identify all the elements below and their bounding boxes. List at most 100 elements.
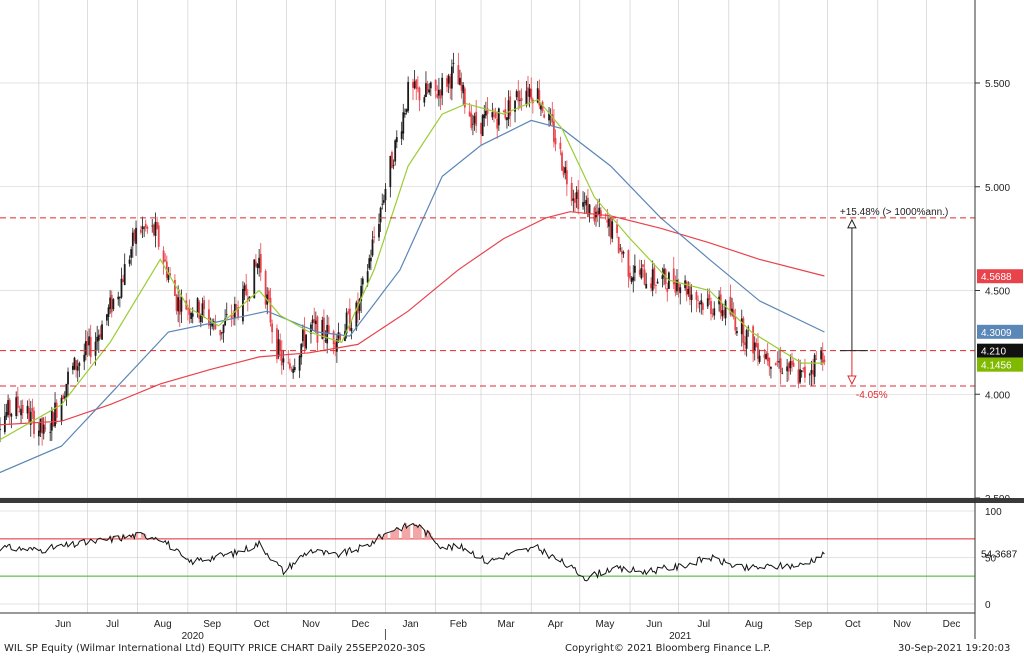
candle-body: [253, 259, 256, 299]
candle-body: [606, 219, 609, 223]
y-tick-label: 4.500: [985, 287, 1010, 298]
candle-body: [729, 296, 732, 315]
candle-body: [369, 257, 372, 262]
candle-body: [509, 96, 512, 116]
candle-body: [630, 277, 633, 282]
candle-body: [441, 77, 444, 96]
candle-body: [96, 336, 99, 342]
candle-body: [473, 115, 476, 124]
candle-body: [162, 250, 165, 263]
candle-body: [742, 318, 745, 344]
candle-body: [224, 318, 227, 326]
candle-body: [382, 200, 385, 203]
candle-body: [337, 332, 340, 339]
candle-body: [391, 152, 393, 169]
candle-body: [357, 302, 359, 314]
value-label-box: [977, 269, 1023, 284]
candle-body: [209, 323, 212, 325]
candle-body: [347, 311, 350, 313]
candle-body: [815, 358, 818, 360]
candle-body: [776, 361, 779, 363]
candle-body: [450, 66, 453, 89]
candle-body: [269, 297, 272, 323]
candle-body: [685, 281, 688, 296]
candle-body: [123, 264, 126, 285]
footer-center: Copyright© 2021 Bloomberg Finance L.P.: [565, 643, 772, 654]
candle-body: [355, 302, 358, 329]
candle-body: [101, 324, 103, 340]
candle-body: [413, 81, 416, 88]
candle-body: [305, 334, 308, 349]
candle-body: [140, 229, 142, 233]
candle-body: [812, 370, 814, 375]
candle-body: [462, 85, 465, 94]
candle-body: [645, 284, 648, 289]
candle-body: [174, 279, 176, 296]
rsi-tick-label: 50: [985, 554, 997, 565]
candle-body: [493, 115, 495, 116]
candle-body: [507, 100, 510, 120]
candle-body: [345, 312, 348, 334]
candle-body: [752, 326, 755, 354]
value-labels: 4.5688 4.3009 4.210 4.1456: [977, 269, 1023, 372]
candle-body: [110, 294, 113, 313]
candle-body: [8, 399, 11, 416]
candle-body: [687, 288, 690, 294]
candle-body: [366, 271, 369, 283]
candle-body: [518, 99, 521, 101]
candle-body: [457, 65, 460, 85]
candle-body: [235, 305, 238, 306]
candle-body: [146, 226, 149, 229]
candle-body: [335, 339, 338, 352]
candle-body: [766, 352, 769, 362]
candle-body: [350, 327, 353, 332]
candle-body: [282, 358, 285, 363]
candle-body: [16, 396, 19, 409]
candle-body: [731, 308, 733, 314]
candle-body: [303, 328, 306, 347]
candle-body: [311, 319, 314, 323]
candle-body: [287, 362, 290, 364]
candle-body: [808, 374, 811, 376]
candle-body: [564, 167, 567, 174]
x-month-label: Aug: [745, 619, 763, 630]
candle-body: [67, 371, 69, 385]
candle-body: [619, 248, 622, 250]
candle-body: [232, 315, 235, 316]
candle-body: [502, 111, 505, 113]
candlestick-series: [0, 52, 826, 446]
candle-body: [821, 352, 824, 364]
rsi-value-box: [977, 546, 1024, 561]
candle-body: [44, 427, 47, 429]
candle-body: [800, 370, 803, 372]
reference-lines: +15.48% (> 1000%ann.) -4.05%: [0, 207, 975, 401]
candle-body: [99, 333, 102, 338]
candle-body: [88, 336, 90, 346]
candle-body: [697, 299, 699, 301]
x-month-label: Sep: [794, 619, 812, 630]
candle-body: [332, 331, 335, 345]
candle-body: [402, 112, 405, 134]
x-month-label: Nov: [893, 619, 911, 630]
candle-body: [188, 307, 191, 315]
candle-body: [39, 418, 42, 433]
candle-body: [565, 170, 568, 185]
x-month-label: Jun: [55, 619, 71, 630]
candle-body: [559, 142, 562, 150]
candle-body: [246, 298, 249, 301]
candle-body: [267, 290, 270, 300]
candle-body: [463, 88, 466, 108]
candle-body: [389, 155, 392, 188]
candle-body: [26, 405, 29, 414]
candle-body: [530, 88, 533, 100]
candle-body: [97, 335, 100, 341]
candle-body: [468, 111, 471, 117]
candle-body: [360, 285, 363, 301]
candle-body: [679, 287, 682, 294]
candle-body: [698, 303, 701, 305]
candle-body: [71, 365, 74, 370]
candle-body: [203, 300, 205, 310]
candle-body: [792, 362, 795, 367]
candle-body: [689, 286, 691, 300]
candle-body: [84, 341, 87, 356]
